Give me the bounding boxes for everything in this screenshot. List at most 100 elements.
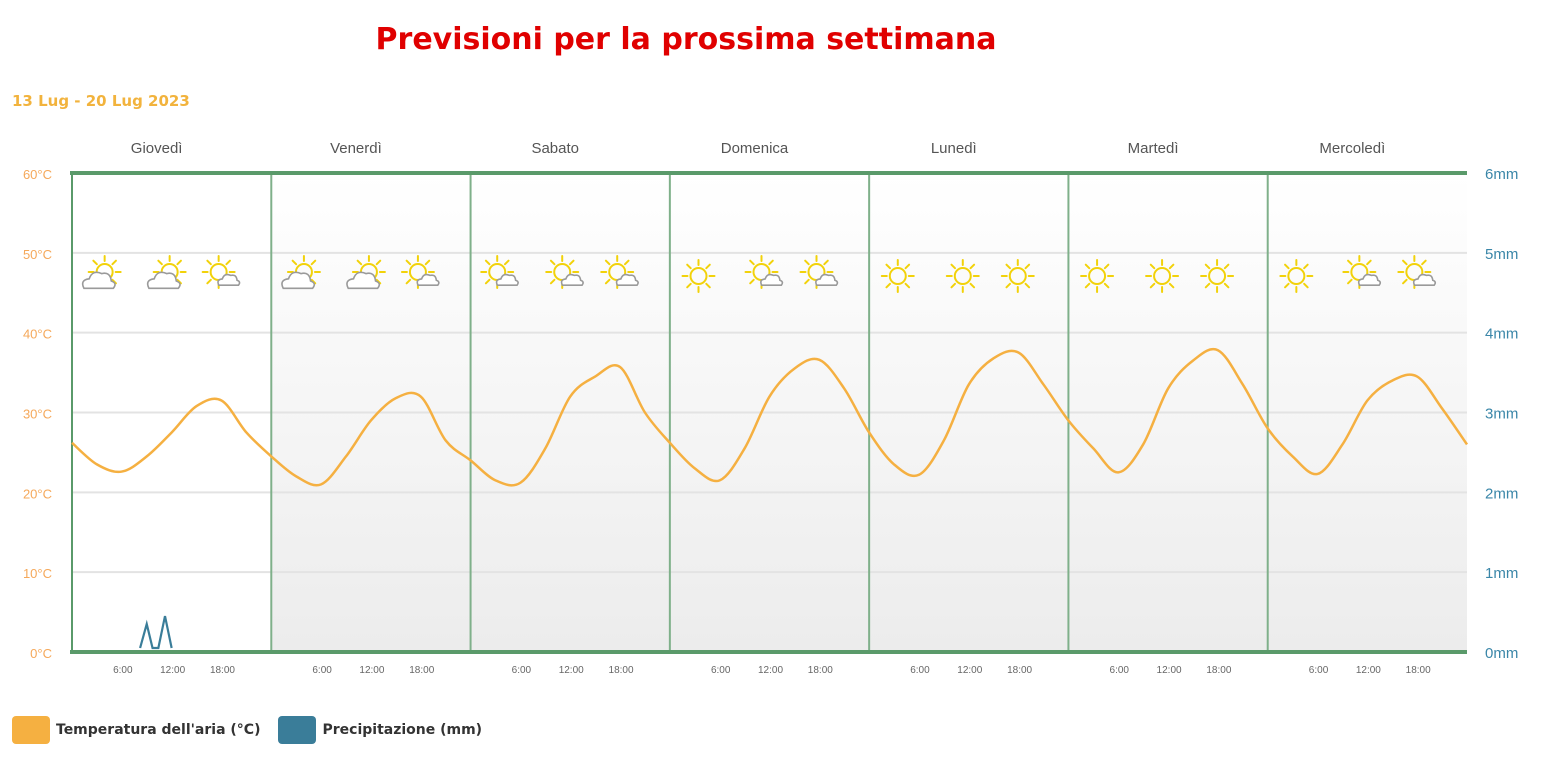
sun-ray [176, 259, 182, 266]
sun-ray [157, 259, 163, 266]
hour-tick-label: 18:00 [210, 665, 235, 676]
sun-ray [950, 263, 957, 270]
mostly-sunny-icon [744, 255, 784, 289]
y-right-tick-label: 4mm [1485, 326, 1518, 343]
cloud-shape [760, 273, 784, 286]
sunny-icon [1200, 259, 1235, 293]
mostly-sunny-icon [600, 255, 639, 289]
sun-ray [484, 278, 491, 285]
page-title: Previsioni per la prossima settimana [375, 22, 997, 57]
y-right-tick-label: 5mm [1485, 246, 1518, 263]
sun-ray [604, 259, 611, 266]
sun-disc [1287, 267, 1306, 285]
partly-cloudy-icon [346, 255, 386, 290]
sun-ray [568, 259, 575, 266]
hour-tick-label: 12:00 [559, 665, 584, 676]
sun-ray [1303, 263, 1309, 270]
partly-cloudy-icon [281, 255, 321, 290]
y-right-tick-label: 6mm [1485, 166, 1518, 183]
sun-ray [405, 259, 412, 266]
sun-disc [1008, 267, 1027, 285]
hour-tick-label: 12:00 [359, 665, 384, 676]
partly-cloudy-icon [81, 255, 122, 290]
hour-tick-label: 12:00 [1356, 665, 1381, 676]
sun-ray [1103, 263, 1110, 270]
y-right-tick-label: 3mm [1485, 406, 1518, 423]
sunny-icon [880, 259, 915, 293]
sunny-icon [945, 259, 980, 293]
cloud-shape [1412, 273, 1437, 286]
cloud-shape [281, 271, 316, 290]
y-right-tick-label: 1mm [1485, 565, 1518, 582]
sun-disc [1153, 267, 1172, 285]
sun-ray [424, 259, 431, 266]
y-left-tick-label: 0°C [30, 646, 52, 661]
day-label: Martedì [1128, 140, 1179, 157]
sun-ray [904, 263, 911, 270]
temperature-line [71, 348, 1469, 487]
y-right-tick-label: 0mm [1485, 645, 1518, 662]
sunny-icon [1000, 259, 1035, 293]
sun-disc [953, 267, 972, 285]
sun-ray [904, 282, 911, 289]
sun-ray [1204, 263, 1211, 270]
sun-ray [623, 259, 630, 266]
hour-tick-label: 6:00 [512, 665, 532, 676]
hour-tick-label: 12:00 [160, 665, 185, 676]
hour-tick-label: 18:00 [609, 665, 634, 676]
legend-swatch-precipitation [278, 716, 317, 744]
sun-ray [804, 278, 810, 285]
sunny-icon [1279, 259, 1314, 293]
sunny-icon [1080, 259, 1115, 293]
legend-item-temperature[interactable]: Temperatura dell'aria (°C) [12, 716, 260, 744]
sun-ray [686, 282, 692, 289]
hour-tick-label: 18:00 [1206, 665, 1231, 676]
sun-ray [686, 263, 692, 270]
sun-ray [206, 259, 212, 266]
day-label: Domenica [721, 140, 789, 157]
sun-ray [111, 259, 117, 266]
forecast-chart: Giovedì Venerdì Sabato Domenica Lunedì Marted… [23, 140, 1518, 676]
sun-disc [1088, 267, 1107, 285]
sun-ray [1168, 282, 1175, 289]
day-label: Lunedì [931, 140, 977, 157]
sun-ray [549, 259, 556, 266]
hour-tick-label: 12:00 [758, 665, 783, 676]
day-label: Mercoledì [1319, 140, 1385, 157]
sun-ray [885, 282, 892, 289]
sun-ray [356, 259, 363, 266]
sun-ray [1149, 282, 1156, 289]
sun-ray [969, 263, 976, 270]
sun-ray [1168, 263, 1175, 270]
sun-ray [1005, 263, 1012, 270]
sun-ray [549, 278, 556, 285]
sun-ray [969, 282, 976, 289]
y-left-tick-label: 60°C [23, 167, 52, 182]
hour-tick-label: 18:00 [808, 665, 833, 676]
sun-ray [1204, 282, 1211, 289]
sun-ray [503, 259, 510, 266]
sun-ray [405, 278, 412, 285]
sun-ray [1284, 263, 1290, 270]
sun-ray [206, 278, 212, 285]
sun-ray [1347, 259, 1353, 266]
sun-ray [705, 263, 711, 270]
sun-disc [1208, 267, 1227, 285]
sun-ray [1084, 263, 1091, 270]
legend-swatch-temperature [12, 716, 50, 744]
sun-ray [1223, 282, 1230, 289]
sunny-icon [1145, 259, 1180, 293]
legend-item-precipitation[interactable]: Precipitazione (mm) [278, 716, 482, 744]
mostly-sunny-icon [1397, 255, 1437, 289]
day-label: Sabato [531, 140, 579, 157]
hour-tick-label: 6:00 [711, 665, 731, 676]
y-left-tick-label: 30°C [23, 407, 52, 422]
sun-ray [604, 278, 611, 285]
cloud-shape [560, 273, 584, 286]
sun-ray [1366, 259, 1372, 266]
mostly-sunny-icon [400, 255, 440, 289]
sun-ray [1024, 282, 1031, 289]
sun-ray [225, 259, 231, 266]
legend: Temperatura dell'aria (°C) Precipitazion… [12, 716, 482, 744]
hour-tick-label: 6:00 [312, 665, 332, 676]
